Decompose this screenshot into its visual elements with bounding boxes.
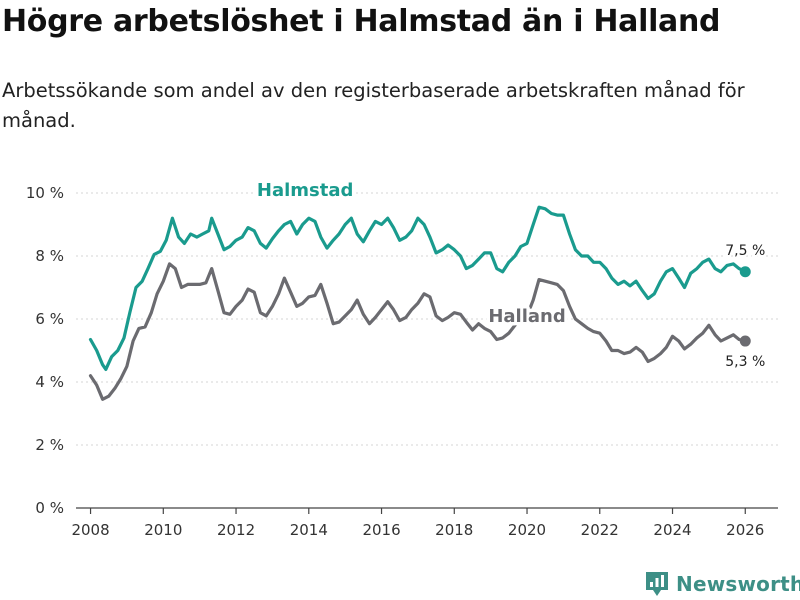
series-line-halland bbox=[88, 262, 747, 401]
gridlines bbox=[76, 192, 778, 446]
series-line-halmstad bbox=[88, 205, 747, 371]
x-tick-label: 2018 bbox=[435, 521, 473, 539]
end-point-halland bbox=[739, 335, 751, 347]
series-label-halland: Halland bbox=[488, 306, 565, 327]
newsworthy-logo-icon bbox=[646, 572, 668, 596]
y-tick-label: 2 % bbox=[35, 436, 64, 454]
newsworthy-brand-name: Newsworthy bbox=[676, 572, 800, 596]
x-tick-label: 2024 bbox=[653, 521, 691, 539]
series-label-halmstad: Halmstad bbox=[257, 180, 354, 201]
x-tick-label: 2010 bbox=[144, 521, 182, 539]
x-tick-label: 2016 bbox=[362, 521, 400, 539]
end-label-halmstad: 7,5 % bbox=[725, 243, 765, 259]
end-label-halland: 5,3 % bbox=[725, 354, 765, 370]
series bbox=[88, 205, 751, 401]
newsworthy-logo[interactable]: Newsworthy bbox=[644, 569, 800, 599]
end-point-halmstad bbox=[739, 266, 751, 278]
x-tick-label: 2026 bbox=[726, 521, 764, 539]
x-tick-label: 2014 bbox=[290, 521, 328, 539]
x-tick-label: 2020 bbox=[508, 521, 546, 539]
y-tick-label: 0 % bbox=[35, 499, 64, 517]
chart-subtitle: Arbetssökande som andel av den registerb… bbox=[2, 79, 745, 132]
chart-title: Högre arbetslöshet i Halmstad än i Halla… bbox=[2, 4, 721, 39]
labels: Halmstad Halland 7,5 % 5,3 % bbox=[253, 177, 767, 372]
axes: 0 % 2 % 4 % 6 % 8 % 10 % 2008 2010 2012 2014 2016 2… bbox=[26, 184, 778, 539]
y-tick-label: 4 % bbox=[35, 373, 64, 391]
y-tick-label: 8 % bbox=[35, 247, 64, 265]
x-tick-label: 2022 bbox=[581, 521, 619, 539]
x-tick-label: 2008 bbox=[71, 521, 109, 539]
x-tick-label: 2012 bbox=[217, 521, 255, 539]
y-tick-label: 6 % bbox=[35, 310, 64, 328]
y-tick-label: 10 % bbox=[26, 184, 64, 202]
